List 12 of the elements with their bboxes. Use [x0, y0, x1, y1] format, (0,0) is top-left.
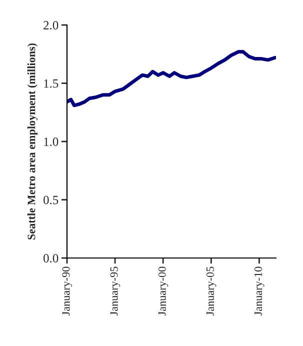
y-tick-label: 0.0	[44, 254, 58, 263]
line-series	[67, 50, 276, 108]
x-tick-label: January-00	[158, 266, 168, 316]
x-tick-label: January-90	[62, 266, 72, 316]
y-axis-title: Seattle Metro area employment (millions)	[27, 43, 38, 240]
y-tick-label: 1.0	[44, 138, 58, 146]
x-tick-label: January-05	[206, 266, 216, 316]
y-tick-label: 0.5	[44, 196, 58, 204]
y-tick-label: 1.5	[44, 79, 58, 88]
y-tick-label: 2.0	[44, 21, 58, 30]
x-tick-label: January-10	[254, 266, 264, 316]
x-tick-label: January-95	[110, 266, 120, 316]
